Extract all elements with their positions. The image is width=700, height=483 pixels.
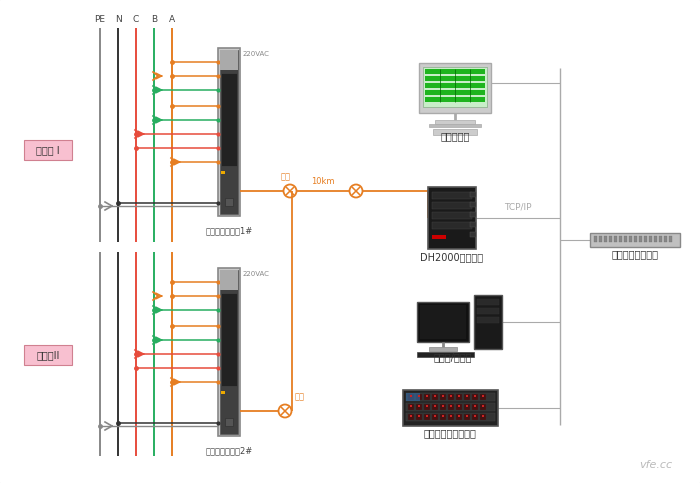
Bar [433, 395, 435, 397]
Bar [433, 129, 477, 135]
Bar [429, 124, 481, 127]
Bar [470, 232, 476, 237]
Bar [218, 48, 240, 216]
Bar [426, 405, 428, 407]
Bar [463, 414, 470, 420]
Bar [433, 405, 435, 407]
Text: 千兆以太网交换机: 千兆以太网交换机 [612, 249, 659, 259]
Bar [634, 236, 637, 242]
Bar [423, 67, 487, 107]
Bar [472, 404, 477, 410]
Bar [614, 236, 617, 242]
Bar [221, 293, 237, 385]
Bar [426, 395, 428, 397]
Text: 220VAC: 220VAC [243, 51, 270, 57]
Bar [425, 69, 485, 74]
Bar [442, 415, 444, 417]
Bar [24, 345, 72, 365]
Bar [417, 302, 469, 342]
Text: DH2000数字主机: DH2000数字主机 [421, 252, 484, 262]
Bar [425, 97, 485, 102]
Bar [654, 236, 657, 242]
Bar [424, 414, 430, 420]
Bar [424, 404, 430, 410]
Bar [477, 299, 499, 305]
Bar [599, 236, 602, 242]
Bar [456, 394, 461, 400]
Bar [225, 198, 233, 206]
Bar [425, 90, 485, 95]
Bar [432, 202, 472, 209]
Bar [482, 405, 484, 407]
Text: vfe.cc: vfe.cc [639, 460, 672, 470]
Bar [472, 414, 477, 420]
Bar [669, 236, 672, 242]
Text: 电能质量检测仪2#: 电能质量检测仪2# [205, 446, 253, 455]
Text: N: N [115, 15, 121, 24]
Bar [220, 50, 238, 70]
Bar [480, 404, 486, 410]
Bar [447, 394, 454, 400]
Text: A: A [169, 15, 175, 24]
Bar [410, 405, 412, 407]
Text: 光纤: 光纤 [295, 392, 305, 401]
Bar [447, 404, 454, 410]
Text: 220VAC: 220VAC [243, 271, 270, 277]
Bar [410, 395, 412, 397]
Text: 客户端/服务器: 客户端/服务器 [434, 352, 473, 362]
Bar [482, 395, 484, 397]
Text: C: C [133, 15, 139, 24]
Bar [419, 63, 491, 113]
Text: 高速磁盘阵列存储器: 高速磁盘阵列存储器 [424, 428, 477, 438]
Bar [644, 236, 647, 242]
Bar [225, 418, 233, 426]
Bar [417, 405, 419, 407]
Bar [594, 236, 597, 242]
Bar [425, 76, 485, 81]
Bar [456, 414, 461, 420]
Bar [590, 233, 680, 247]
Bar [470, 212, 476, 217]
Bar [432, 192, 472, 199]
Bar [417, 415, 419, 417]
Bar [221, 73, 237, 166]
Bar [402, 390, 498, 426]
Bar [440, 414, 445, 420]
Bar [431, 394, 438, 400]
Bar [449, 405, 452, 407]
Bar [221, 170, 225, 174]
Bar [456, 404, 461, 410]
Bar [220, 50, 238, 214]
Bar [442, 405, 444, 407]
Bar [431, 404, 438, 410]
Bar [218, 268, 240, 436]
Bar [649, 236, 652, 242]
Bar [433, 415, 435, 417]
Bar [619, 236, 622, 242]
Bar [420, 305, 466, 339]
Bar [463, 404, 470, 410]
Text: 监测点 I: 监测点 I [36, 145, 60, 155]
Bar [474, 295, 502, 349]
Bar [431, 414, 438, 420]
Bar [473, 415, 475, 417]
Bar [417, 352, 474, 357]
Bar [472, 394, 477, 400]
Bar [405, 413, 494, 421]
Bar [664, 236, 667, 242]
Bar [442, 395, 444, 397]
Bar [416, 394, 421, 400]
Bar [407, 404, 414, 410]
Bar [624, 236, 627, 242]
Bar [424, 394, 430, 400]
Bar [407, 414, 414, 420]
Bar [440, 404, 445, 410]
Bar [429, 347, 457, 351]
Bar [449, 415, 452, 417]
Bar [477, 308, 499, 314]
Bar [410, 415, 412, 417]
Bar [458, 415, 459, 417]
Text: PE: PE [94, 15, 106, 24]
Bar [221, 391, 225, 394]
